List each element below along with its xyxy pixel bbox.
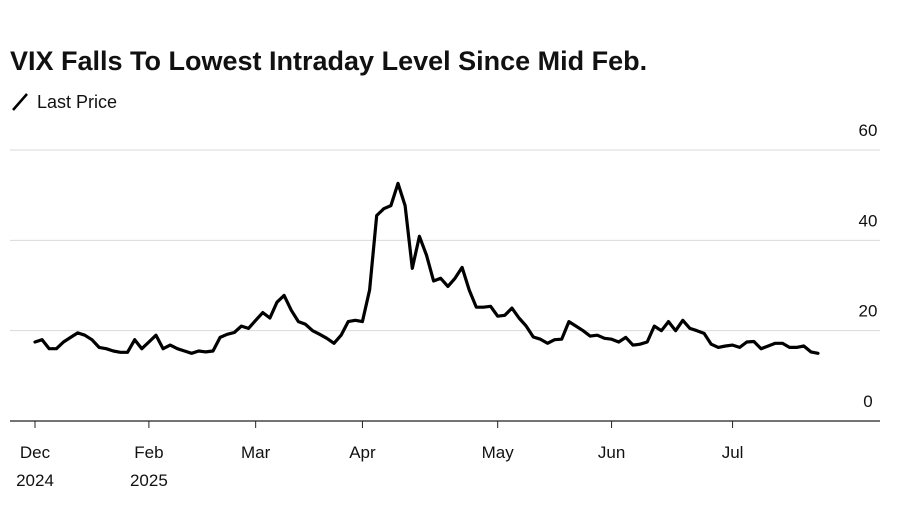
y-tick-label: 40 <box>859 211 878 230</box>
x-tick-label: May <box>482 443 515 462</box>
x-tick-label: Feb <box>134 443 163 462</box>
y-tick-label: 0 <box>863 392 872 411</box>
x-tick-year: 2024 <box>16 471 54 490</box>
y-tick-label: 20 <box>859 302 878 321</box>
x-tick-label: Jun <box>598 443 625 462</box>
x-tick-year: 2025 <box>130 471 168 490</box>
x-tick-label: Dec <box>20 443 51 462</box>
x-tick-label: Jul <box>722 443 744 462</box>
x-tick-label: Apr <box>349 443 376 462</box>
y-tick-label: 60 <box>859 121 878 140</box>
x-tick-label: Mar <box>241 443 271 462</box>
legend-label: Last Price <box>37 92 117 112</box>
legend-swatch <box>12 93 28 111</box>
chart-title: VIX Falls To Lowest Intraday Level Since… <box>10 46 647 76</box>
line-series <box>33 181 820 355</box>
